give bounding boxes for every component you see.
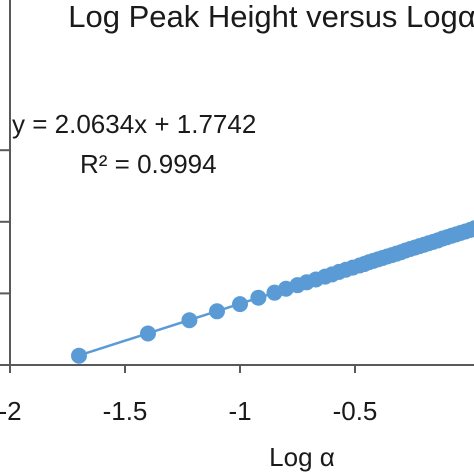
data-point: [71, 347, 87, 364]
trendline: [78, 227, 474, 357]
y-axis-ticks: [0, 149, 10, 295]
x-tick-label: -2: [0, 396, 22, 426]
x-axis-label: Log α: [269, 442, 335, 472]
trendline-equation: y = 2.0634x + 1.7742: [12, 109, 256, 139]
data-points: [71, 220, 474, 364]
x-tick-label: -1: [228, 396, 251, 426]
x-axis-ticks: [9, 365, 356, 373]
x-tick-label: -1.5: [103, 396, 148, 426]
x-axis-tick-labels: -2 -1.5 -1 -0.5: [0, 396, 377, 426]
chart-title: Log Peak Height versus Logα: [68, 0, 474, 34]
x-tick-label: -0.5: [333, 396, 378, 426]
trendline-r2: R² = 0.9994: [80, 149, 217, 179]
